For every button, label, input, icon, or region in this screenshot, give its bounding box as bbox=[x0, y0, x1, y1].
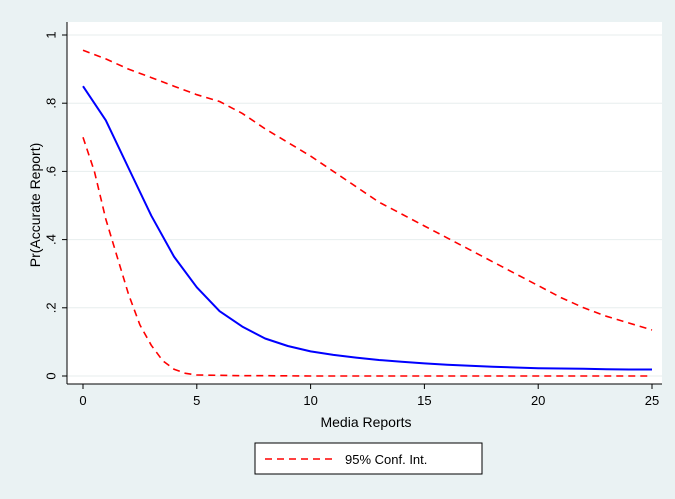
x-tick-label: 25 bbox=[645, 393, 659, 408]
y-tick-label: .8 bbox=[43, 98, 58, 109]
y-tick-label: .2 bbox=[43, 302, 58, 313]
y-tick-label: 1 bbox=[43, 31, 58, 38]
y-tick-label: .4 bbox=[43, 234, 58, 245]
series-line-ci-upper bbox=[82, 49, 653, 331]
y-tick-label: .6 bbox=[43, 166, 58, 177]
series-lines bbox=[82, 49, 653, 377]
series-line-ci-lower bbox=[82, 137, 652, 377]
y-axis-label: Pr(Accurate Report) bbox=[27, 143, 43, 267]
x-tick-label: 5 bbox=[193, 393, 200, 408]
axis-ticks: 0.2.4.6.810 5 10 15 20 25 bbox=[43, 31, 659, 408]
y-tick-label: 0 bbox=[43, 372, 58, 379]
x-tick-label: 20 bbox=[531, 393, 545, 408]
series-line-estimate bbox=[82, 85, 652, 371]
legend-label-ci: 95% Conf. Int. bbox=[345, 452, 427, 467]
x-tick-label: 10 bbox=[303, 393, 317, 408]
legend: 95% Conf. Int. bbox=[254, 442, 483, 475]
x-axis-label: Media Reports bbox=[320, 414, 411, 430]
x-tick-label: 15 bbox=[417, 393, 431, 408]
plot-background bbox=[67, 22, 662, 384]
x-tick-label: 0 bbox=[79, 393, 86, 408]
